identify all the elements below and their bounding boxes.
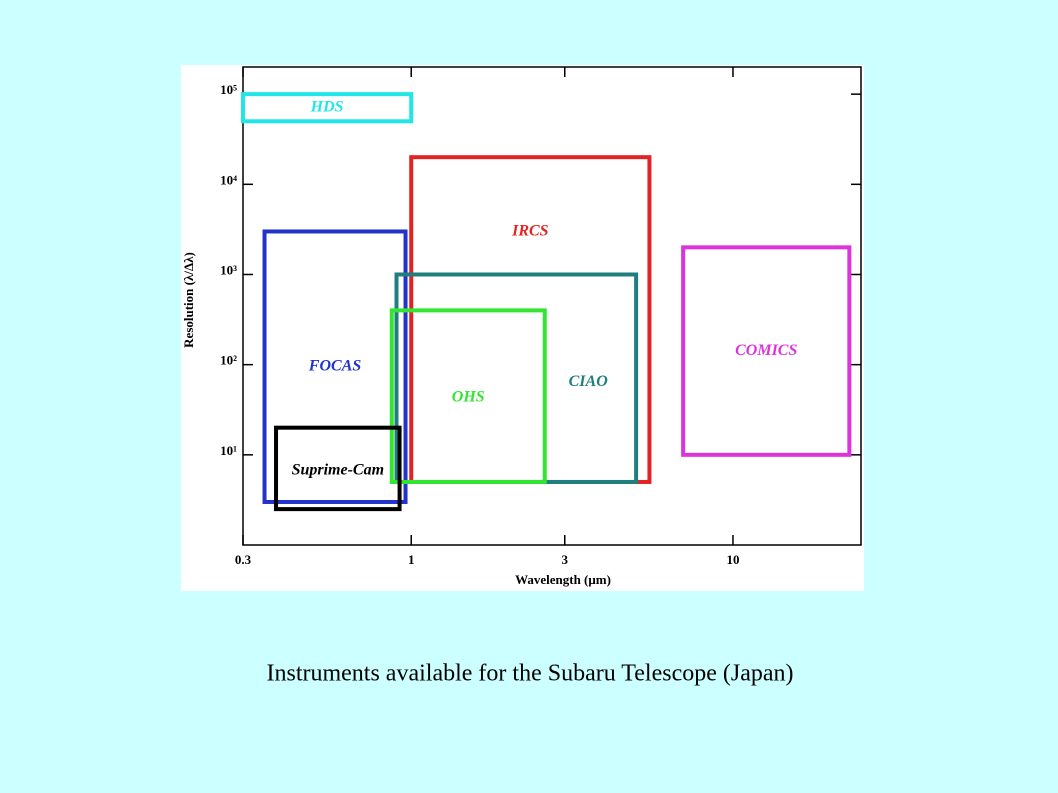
- x-tick-label: 10: [726, 552, 739, 567]
- instrument-label: CIAO: [569, 373, 609, 390]
- instrument-box: [389, 308, 547, 484]
- y-tick-label: 10²: [220, 353, 237, 368]
- instrument-label: HDS: [310, 98, 344, 115]
- y-tick-label: 10⁴: [220, 172, 237, 187]
- y-tick-label: 10¹: [220, 443, 237, 458]
- y-axis-label: Resolution (λ/Δλ): [181, 252, 196, 348]
- instrument-box: [241, 92, 414, 124]
- instrument-label: IRCS: [511, 223, 549, 240]
- x-tick-label: 0.3: [235, 552, 252, 567]
- caption: Instruments available for the Subaru Tel…: [266, 661, 793, 687]
- instrument-label: COMICS: [735, 342, 797, 359]
- x-axis-label: Wavelength (μm): [515, 572, 611, 587]
- instrument-label: FOCAS: [308, 357, 362, 374]
- plot-background: [181, 65, 864, 591]
- instrument-label: OHS: [452, 389, 485, 406]
- x-tick-label: 3: [561, 552, 568, 567]
- y-tick-label: 10³: [220, 262, 237, 277]
- y-tick-label: 10⁵: [220, 82, 237, 97]
- instrument-box: [262, 229, 408, 504]
- instrument-label: Suprime-Cam: [292, 462, 384, 479]
- x-tick-label: 1: [408, 552, 415, 567]
- instrument-box: [274, 425, 402, 512]
- instrument-box: [681, 245, 852, 457]
- plot-frame: [242, 66, 862, 546]
